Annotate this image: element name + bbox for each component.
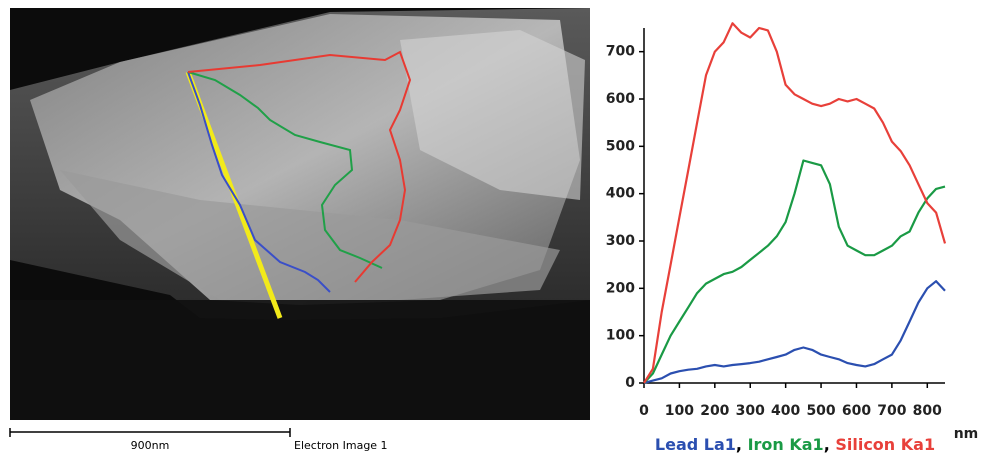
figure: 900nm Electron Image 1 0 100 200 300 400 500 6… (0, 0, 983, 453)
legend-entry: Iron Ka1 (748, 435, 824, 453)
y-tick-label: 700 (606, 44, 635, 60)
chart: 0 100 200 300 400 500 600 700 0 100 200 300 400 500 60… (606, 23, 979, 453)
x-tick-label: 400 (771, 403, 800, 419)
x-tick-label: 700 (877, 403, 906, 419)
y-tick-label: 300 (606, 233, 635, 249)
y-tick-label: 200 (606, 280, 635, 296)
x-tick-label: 200 (700, 403, 729, 419)
electron-image: 900nm Electron Image 1 (10, 8, 590, 452)
y-tick-label: 500 (606, 138, 635, 154)
x-unit: nm (954, 426, 979, 442)
series-line (644, 281, 945, 383)
scale-label: 900nm (131, 439, 170, 452)
series-line (644, 23, 945, 383)
legend: Lead La1, Iron Ka1, Silicon Ka1 (655, 435, 935, 453)
x-tick-label: 600 (842, 403, 871, 419)
page: 900nm Electron Image 1 0 100 200 300 400 500 6… (0, 0, 983, 453)
y-tick-label: 600 (606, 91, 635, 107)
legend-entry: Silicon Ka1 (835, 435, 935, 453)
image-caption: Electron Image 1 (294, 439, 388, 452)
x-tick-label: 500 (806, 403, 835, 419)
x-tick-label: 100 (665, 403, 694, 419)
x-tick-label: 300 (736, 403, 765, 419)
legend-entry: Lead La1 (655, 435, 736, 453)
x-tick-label: 800 (913, 403, 942, 419)
y-tick-label: 400 (606, 186, 635, 202)
x-tick-label: 0 (639, 403, 649, 419)
y-tick-label: 0 (625, 375, 635, 391)
y-tick-label: 100 (606, 328, 635, 344)
